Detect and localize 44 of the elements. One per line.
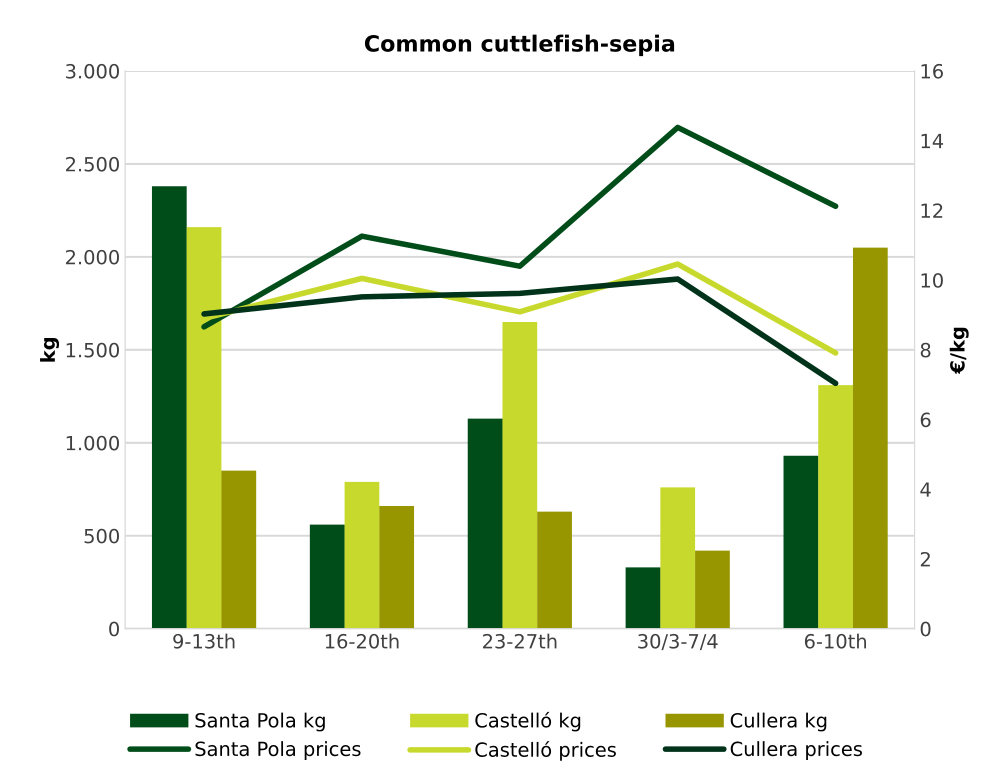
- y2-tick-label: 4: [920, 482, 931, 497]
- bar: [468, 418, 502, 629]
- bar: [784, 456, 818, 629]
- bar: [660, 487, 696, 629]
- y-tick-label: 1.500: [66, 342, 119, 358]
- y2-axis-title: €/kg: [950, 328, 969, 374]
- y-tick-label: 3.000: [66, 64, 119, 79]
- legend-label: Cullera prices: [730, 741, 862, 760]
- bar: [379, 506, 414, 629]
- x-tick-label: 30/3-7/4: [638, 634, 718, 650]
- bar: [310, 524, 345, 629]
- legend-label: Castelló prices: [475, 741, 616, 761]
- y2-tick-label: 12: [922, 203, 942, 218]
- bar: [344, 482, 380, 629]
- x-tick-label: 6-10th: [804, 634, 866, 649]
- x-tick-label: 9-13th: [173, 634, 234, 649]
- y-axis-title: kg: [40, 338, 60, 362]
- legend-label: Santa Pola prices: [196, 741, 361, 760]
- y-tick-label: 2.000: [66, 250, 119, 265]
- legend-label: Cullera kg: [730, 712, 826, 732]
- bar: [221, 470, 256, 629]
- legend-label: Castelló kg: [475, 712, 580, 732]
- bar: [537, 512, 572, 629]
- x-tick-label: 16-20th: [326, 634, 399, 649]
- y2-tick-label: 10: [922, 273, 943, 288]
- chart-title: Common cuttlefish-sepia: [364, 34, 674, 56]
- bar: [152, 186, 187, 629]
- y2-tick-label: 6: [920, 412, 931, 428]
- bar: [852, 248, 888, 629]
- bar: [626, 567, 660, 629]
- y2-tick-label: 8: [920, 342, 930, 358]
- bar: [502, 322, 538, 629]
- y2-tick-label: 0: [920, 622, 930, 636]
- y2-tick-label: 14: [922, 134, 944, 148]
- y-tick-label: 500: [84, 528, 119, 544]
- bar: [695, 550, 730, 629]
- bar: [818, 385, 853, 629]
- y-tick-label: 2.500: [66, 156, 119, 172]
- y-tick-label: 0: [109, 622, 119, 636]
- y2-tick-label: 2: [920, 552, 930, 566]
- y-tick-label: 1.000: [66, 436, 119, 450]
- x-tick-label: 23-27th: [483, 634, 556, 649]
- legend-label: Santa Pola kg: [196, 712, 325, 732]
- y2-tick-label: 16: [922, 64, 943, 79]
